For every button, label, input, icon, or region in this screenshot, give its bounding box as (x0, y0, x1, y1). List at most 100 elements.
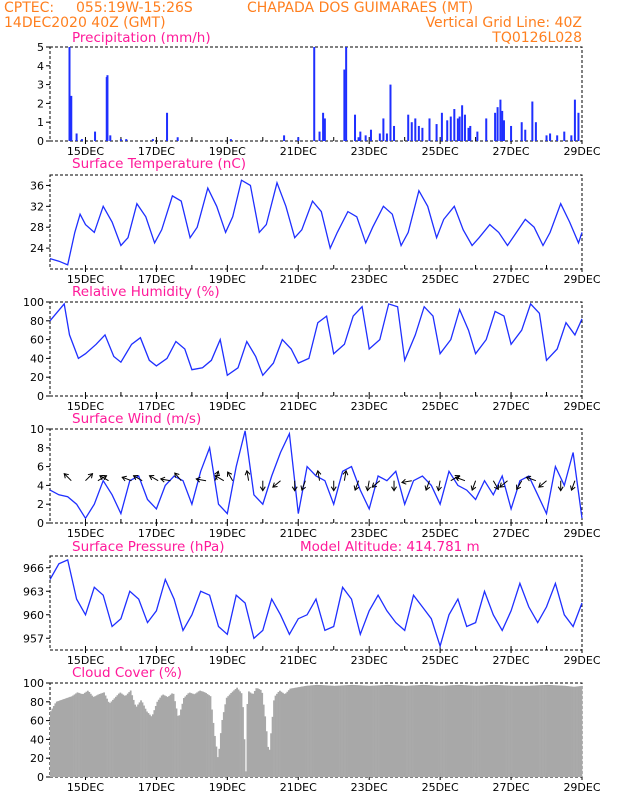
cloud-cover-bar (516, 685, 519, 777)
cloud-cover-bar (391, 685, 394, 777)
precipitation-bar (297, 137, 300, 141)
precipitation-bar (382, 118, 385, 141)
wind-arrow-shaft (526, 476, 537, 482)
precipitation-bar (94, 131, 97, 141)
x-tick-label: 21DEC (280, 781, 317, 794)
precipitation-bar (70, 95, 73, 141)
wind-arrow-head (148, 475, 155, 481)
cloud-cover-bar (138, 702, 141, 777)
cloud-cover-bar (549, 685, 552, 777)
cloud-cover-bar (434, 685, 436, 777)
cloud-cover-bar (508, 685, 510, 777)
cloud-cover-bar (400, 685, 403, 777)
cloud-cover-bar (410, 685, 413, 777)
wind-arrow (330, 480, 337, 492)
y-tick-label: 80 (30, 696, 44, 709)
cloud-cover-bar (185, 694, 188, 777)
y-tick-label: 8 (37, 442, 44, 455)
cloud-cover-bar (509, 685, 512, 777)
cloud-cover-bar (521, 685, 524, 777)
precipitation-bar (68, 47, 71, 141)
precipitation-bar (421, 127, 424, 141)
wind-panel: 0 2 4 6 8 10 15DEC 17DEC 19DEC 21DEC 23DEC 25DEC 27D… (30, 423, 601, 540)
precipitation-bar (496, 107, 499, 141)
cloud-cover-bar (293, 687, 296, 777)
x-tick-label: 25DEC (422, 527, 459, 540)
cloud-cover-bar (577, 686, 580, 777)
precipitation-bar (570, 135, 573, 141)
precipitation-bar (520, 122, 523, 141)
cloud-cover-bar (292, 688, 295, 777)
cloud-cover-bar (373, 685, 376, 777)
cloud-cover-bar (181, 703, 184, 777)
cloud-cover-bar (423, 684, 426, 777)
y-tick-label: 2 (37, 97, 44, 110)
wind-arrow-shaft (160, 478, 171, 482)
x-tick-label: 15DEC (67, 145, 104, 158)
cloud-cover-bar (50, 711, 52, 777)
cloud-cover-bar (98, 693, 101, 777)
cloud-cover-bar (236, 687, 238, 777)
cloud-cover-bar (95, 695, 98, 777)
cloud-cover-bar (149, 714, 151, 777)
precipitation-bar (323, 118, 326, 141)
precipitation-bar (440, 112, 443, 141)
precipitation-bar (229, 139, 232, 141)
cloud-cover-bar (234, 689, 237, 777)
cloud-cover-bar (336, 685, 339, 777)
wind-arrow (174, 472, 182, 482)
cloud-cover-bar (296, 687, 299, 777)
wind-arrow (492, 480, 499, 491)
x-tick-label: 23DEC (351, 527, 388, 540)
series-line (49, 302, 583, 377)
y-tick-label: 100 (23, 677, 44, 690)
precipitation-bar (469, 125, 472, 141)
cloud-cover-bar (550, 685, 553, 777)
cloud-cover-bar (231, 691, 234, 777)
precipitation-bar (446, 120, 449, 141)
precipitation-bar (531, 101, 534, 141)
precipitation-bar (393, 125, 396, 141)
cloud-cover-bar (459, 684, 462, 777)
cloud-cover-bar (184, 696, 187, 777)
cloud-cover-bar (305, 685, 308, 777)
cloud-cover-bar (128, 692, 131, 777)
precipitation-bar (357, 137, 360, 141)
y-tick-label: 24 (30, 242, 44, 255)
humidity-title: Relative Humidity (%) (72, 284, 220, 300)
wind-arrow-shaft (366, 480, 370, 491)
cloud-cover-bar (425, 685, 428, 777)
precipitation-bar (176, 137, 179, 141)
wind-arrow-shaft (516, 480, 523, 490)
cloud-cover-bar (225, 697, 228, 777)
cloud-cover-bar (134, 704, 137, 777)
y-tick-label: 60 (30, 334, 44, 347)
x-tick-label: 15DEC (67, 527, 104, 540)
cloud-cover-bar (199, 690, 202, 777)
precipitation-bar (461, 105, 464, 141)
temperature-panel: 24 28 32 36 15DEC 17DEC 19DEC 21DEC 23DEC 25DEC 27… (30, 174, 601, 286)
x-tick-label: 29DEC (563, 527, 600, 540)
wind-arrow (516, 480, 523, 491)
y-tick-label: 6 (37, 461, 44, 474)
cloud-cover-bar (417, 685, 420, 777)
y-tick-label: 36 (30, 179, 44, 192)
cloud-cover-bar (388, 684, 391, 777)
cloud-cover-bar (86, 690, 89, 777)
cloud-cover-bar (440, 685, 442, 777)
precipitation-bar (389, 84, 392, 141)
cloud-cover-bar (494, 684, 497, 777)
precipitation-bar (524, 129, 527, 141)
wind-arrow-shaft (425, 480, 430, 491)
cloud-cover-bar (345, 685, 348, 777)
cloud-cover-bar (444, 685, 447, 777)
y-tick-label: 80 (30, 315, 44, 328)
cloud-cover-bar (460, 685, 463, 777)
wind-arrow-head (99, 475, 105, 481)
wind-arrow-head (493, 484, 499, 491)
wind-arrow-head (570, 485, 576, 491)
cloud-cover-bar (290, 688, 293, 777)
wind-arrow-head (132, 475, 139, 481)
cloud-cover-bar (70, 696, 73, 777)
x-tick-label: 23DEC (351, 273, 388, 286)
